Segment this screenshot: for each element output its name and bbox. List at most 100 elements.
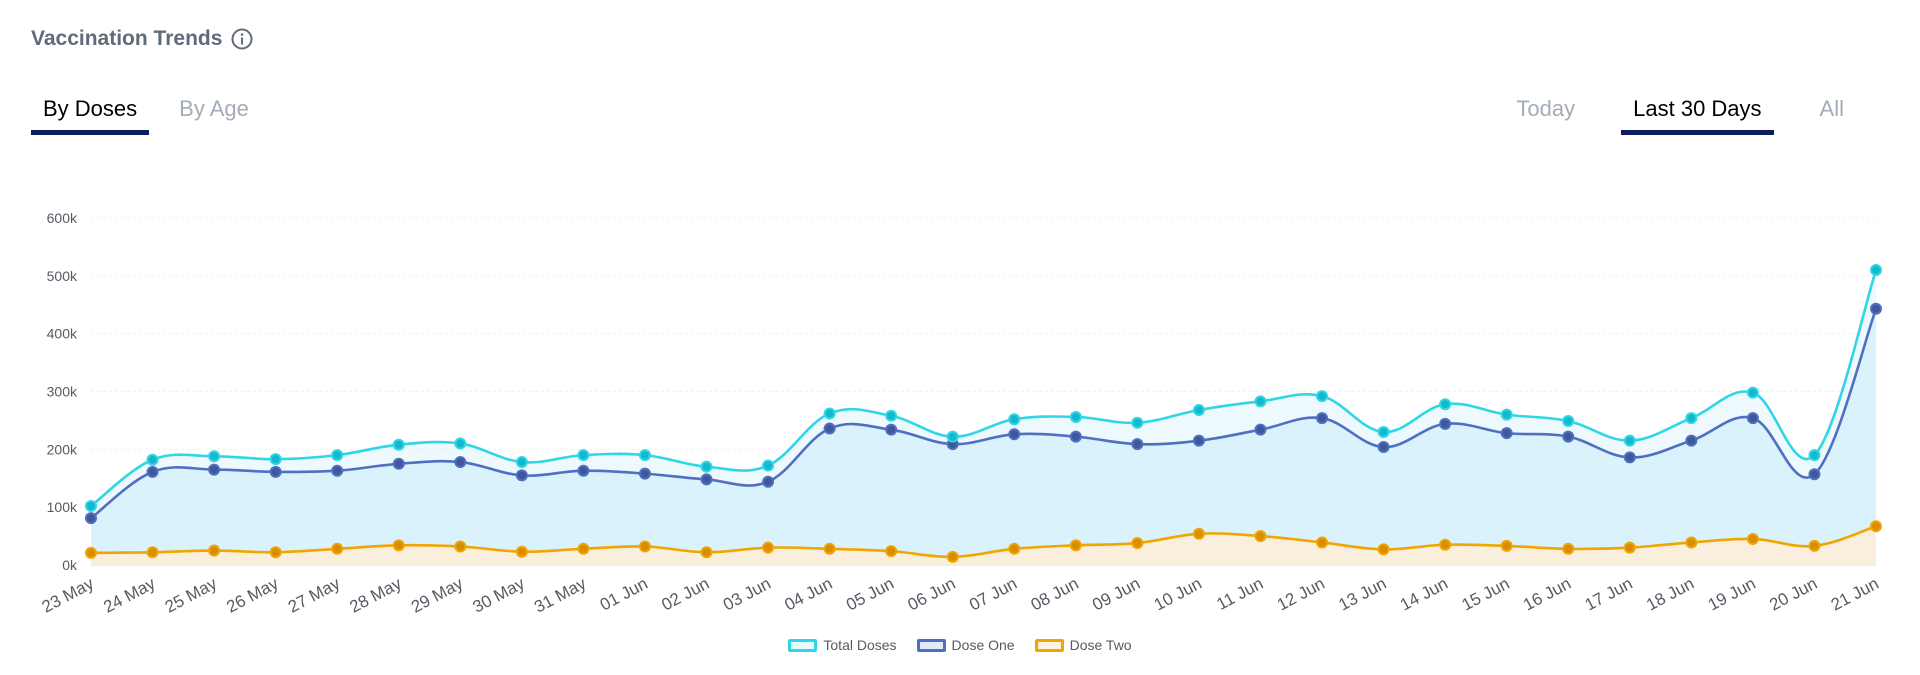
point-dose-two[interactable] (1623, 541, 1636, 554)
point-dose-two[interactable] (1192, 527, 1205, 540)
point-total-doses[interactable] (85, 500, 97, 513)
point-dose-one[interactable] (762, 475, 775, 488)
point-dose-one[interactable] (1131, 438, 1144, 451)
point-dose-two[interactable] (1008, 542, 1021, 555)
point-total-doses[interactable] (1131, 416, 1144, 429)
x-tick-label: 25 May (162, 574, 221, 617)
point-dose-one[interactable] (1192, 434, 1205, 447)
point-dose-one[interactable] (85, 512, 97, 525)
point-total-doses[interactable] (1685, 412, 1698, 425)
point-dose-one[interactable] (885, 423, 898, 436)
point-total-doses[interactable] (146, 453, 159, 466)
point-total-doses[interactable] (1439, 398, 1452, 411)
point-total-doses[interactable] (1623, 434, 1636, 447)
point-dose-two[interactable] (208, 544, 221, 557)
point-dose-two[interactable] (1439, 538, 1452, 551)
point-dose-one[interactable] (1500, 427, 1513, 440)
point-dose-two[interactable] (1131, 537, 1144, 550)
point-total-doses[interactable] (515, 456, 528, 469)
point-dose-two[interactable] (885, 545, 898, 558)
point-dose-two[interactable] (269, 546, 282, 559)
point-dose-two[interactable] (700, 546, 713, 559)
point-dose-two[interactable] (638, 540, 651, 553)
point-total-doses[interactable] (454, 437, 467, 450)
point-dose-two[interactable] (1746, 532, 1759, 545)
point-dose-two[interactable] (146, 546, 159, 559)
point-total-doses[interactable] (269, 453, 282, 466)
point-dose-two[interactable] (454, 540, 467, 553)
point-total-doses[interactable] (577, 449, 590, 462)
point-total-doses[interactable] (885, 409, 898, 422)
point-dose-two[interactable] (1500, 539, 1513, 552)
point-total-doses[interactable] (1069, 410, 1082, 423)
legend-item-dose-two[interactable]: Dose Two (1034, 637, 1132, 653)
point-dose-one[interactable] (823, 422, 836, 435)
point-dose-two[interactable] (946, 550, 959, 563)
point-dose-one[interactable] (1069, 430, 1082, 443)
tab-today[interactable]: Today (1516, 96, 1576, 121)
point-total-doses[interactable] (208, 450, 221, 463)
x-tick-label: 26 May (223, 574, 282, 617)
point-dose-one[interactable] (331, 464, 344, 477)
point-dose-one[interactable] (208, 463, 221, 476)
point-dose-one[interactable] (1685, 434, 1698, 447)
point-total-doses[interactable] (1870, 264, 1882, 277)
point-dose-one[interactable] (1623, 451, 1636, 464)
point-total-doses[interactable] (700, 460, 713, 473)
point-dose-one[interactable] (1439, 417, 1452, 430)
point-total-doses[interactable] (1808, 449, 1821, 462)
point-total-doses[interactable] (1562, 414, 1575, 427)
point-dose-two[interactable] (1069, 539, 1082, 552)
point-dose-one[interactable] (638, 467, 651, 480)
point-dose-one[interactable] (1870, 302, 1882, 315)
point-dose-two[interactable] (1377, 543, 1390, 556)
point-dose-one[interactable] (269, 465, 282, 478)
legend-item-total-doses[interactable]: Total Doses (788, 637, 897, 653)
point-dose-one[interactable] (1254, 423, 1267, 436)
point-dose-two[interactable] (577, 542, 590, 555)
point-total-doses[interactable] (1192, 404, 1205, 417)
point-total-doses[interactable] (1254, 395, 1267, 408)
point-dose-two[interactable] (1870, 520, 1882, 533)
point-dose-one[interactable] (1562, 430, 1575, 443)
point-dose-one[interactable] (1808, 468, 1821, 481)
legend-item-dose-one[interactable]: Dose One (916, 637, 1015, 653)
point-dose-one[interactable] (392, 457, 405, 470)
point-total-doses[interactable] (1377, 425, 1390, 438)
point-total-doses[interactable] (1746, 386, 1759, 399)
tab-by-age[interactable]: By Age (179, 96, 249, 121)
point-dose-one[interactable] (454, 456, 467, 469)
point-dose-one[interactable] (515, 469, 528, 482)
point-total-doses[interactable] (1008, 413, 1021, 426)
point-total-doses[interactable] (392, 438, 405, 451)
point-total-doses[interactable] (946, 430, 959, 443)
point-dose-one[interactable] (1746, 412, 1759, 425)
point-dose-two[interactable] (515, 545, 528, 558)
point-total-doses[interactable] (823, 407, 836, 420)
point-total-doses[interactable] (1500, 408, 1513, 421)
point-dose-one[interactable] (146, 465, 159, 478)
point-dose-one[interactable] (577, 464, 590, 477)
point-total-doses[interactable] (762, 459, 775, 472)
tab-last-30-days[interactable]: Last 30 Days (1621, 96, 1774, 135)
point-dose-one[interactable] (700, 473, 713, 486)
point-dose-two[interactable] (1808, 539, 1821, 552)
point-dose-two[interactable] (1685, 536, 1698, 549)
point-dose-two[interactable] (1562, 542, 1575, 555)
point-dose-two[interactable] (392, 539, 405, 552)
point-dose-two[interactable] (762, 541, 775, 554)
tab-by-doses[interactable]: By Doses (31, 96, 150, 135)
point-dose-one[interactable] (1008, 428, 1021, 441)
point-total-doses[interactable] (638, 449, 651, 462)
point-total-doses[interactable] (1316, 390, 1329, 403)
point-dose-one[interactable] (1316, 412, 1329, 425)
point-dose-two[interactable] (1316, 536, 1329, 549)
tab-all[interactable]: All (1819, 96, 1844, 121)
info-circle-icon[interactable] (230, 27, 254, 51)
point-total-doses[interactable] (331, 449, 344, 462)
point-dose-two[interactable] (1254, 530, 1267, 543)
point-dose-one[interactable] (1377, 441, 1390, 454)
point-dose-two[interactable] (85, 546, 97, 559)
point-dose-two[interactable] (823, 542, 836, 555)
point-dose-two[interactable] (331, 542, 344, 555)
